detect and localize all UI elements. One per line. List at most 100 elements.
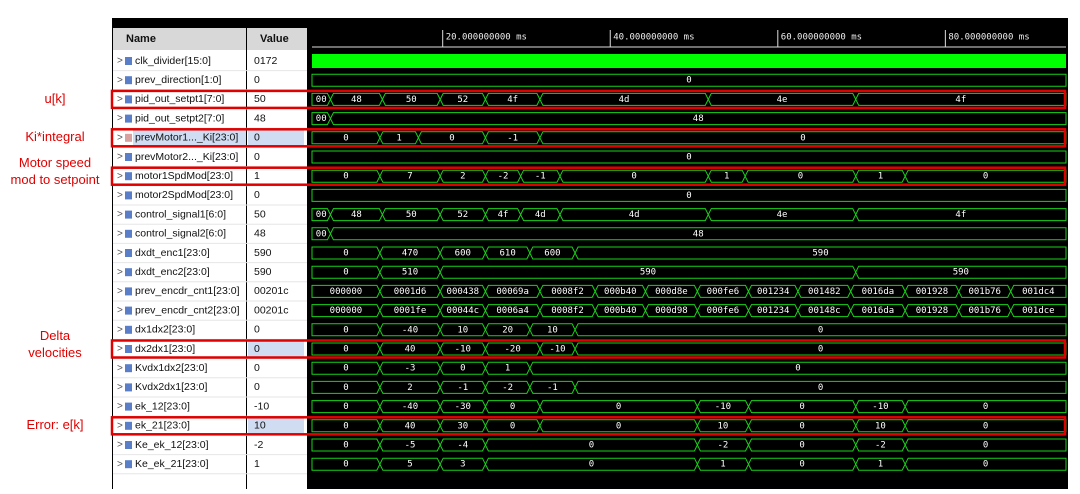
bus-icon: [125, 76, 132, 85]
bus-icon: [125, 172, 132, 181]
chevron: >: [117, 420, 123, 431]
segment-label: 00: [316, 210, 327, 220]
time-tick-label: 20.000000000 ms: [446, 33, 527, 43]
segment-label: 4e: [777, 210, 788, 220]
signal-name: prevMotor2..._Ki[23:0]: [135, 151, 238, 163]
segment-label: -2: [718, 441, 729, 451]
name-header: [113, 28, 246, 50]
segment-label: 0: [983, 460, 988, 470]
segment-label: 001234: [757, 287, 790, 297]
segment-label: 4f: [955, 95, 966, 105]
chevron: >: [117, 344, 123, 355]
chevron: >: [117, 56, 123, 67]
segment-label: 1: [724, 172, 729, 182]
bus-icon: [125, 287, 132, 296]
segment-label: 0: [799, 460, 804, 470]
signal-value: 10: [254, 420, 266, 432]
segment-label: 590: [640, 268, 656, 278]
annotation: mod to setpoint: [11, 172, 100, 187]
segment-label: 4d: [535, 210, 546, 220]
segment-label: 000fe6: [707, 287, 740, 297]
segment-label: 001b76: [968, 306, 1001, 316]
bus-segment: [329, 112, 1067, 126]
signal-value: -10: [254, 400, 269, 412]
segment-label: 50: [406, 95, 417, 105]
segment-label: 52: [457, 95, 468, 105]
segment-label: 2: [407, 383, 412, 393]
segment-label: 0: [343, 383, 348, 393]
signal-value: 50: [254, 208, 266, 220]
segment-label: 0: [983, 441, 988, 451]
bus-segment: [855, 208, 1067, 222]
chevron: >: [117, 440, 123, 451]
segment-label: 0: [510, 421, 515, 431]
segment-label: 0: [798, 172, 803, 182]
segment-label: 52: [457, 210, 468, 220]
bus-segment: [904, 438, 1067, 452]
chevron: >: [117, 305, 123, 316]
segment-label: 0: [799, 402, 804, 412]
annotation: Ki*integral: [25, 129, 84, 144]
chevron: >: [117, 152, 123, 163]
bus-segment: [574, 323, 1067, 337]
segment-label: 0: [800, 133, 805, 143]
segment-label: 0: [686, 76, 691, 86]
segment-label: -2: [502, 383, 513, 393]
signal-name: control_signal1[6:0]: [135, 208, 226, 220]
segment-label: 5: [407, 460, 412, 470]
signal-name: motor2SpdMod[23:0]: [135, 189, 233, 201]
segment-label: 000b40: [604, 306, 637, 316]
signal-value: 0: [254, 362, 260, 374]
segment-label: 000000: [330, 306, 363, 316]
segment-label: 001dce: [1022, 306, 1055, 316]
signal-value: 00201c: [254, 285, 288, 297]
bus-segment: [1010, 284, 1067, 298]
highlight-box: [110, 416, 1067, 436]
signal-value: 1: [254, 458, 260, 470]
segment-label: 4d: [629, 210, 640, 220]
segment-label: 001dc4: [1022, 287, 1055, 297]
bus-segment: [904, 457, 1067, 471]
segment-label: -1: [547, 383, 558, 393]
segment-label: 0: [818, 325, 823, 335]
segment-label: 00069a: [496, 287, 529, 297]
segment-label: 00: [316, 229, 327, 239]
signal-name: dx1dx2[23:0]: [135, 324, 195, 336]
signal-value: 0172: [254, 55, 278, 67]
bus-icon: [125, 153, 132, 161]
bus-icon: [125, 402, 132, 411]
segment-label: -10: [455, 345, 471, 355]
clock-wave: [312, 54, 1066, 68]
bus-icon: [125, 306, 132, 315]
selected-value: [248, 129, 304, 146]
chevron: >: [117, 75, 123, 86]
segment-label: 0: [343, 325, 348, 335]
bus-icon: [125, 345, 132, 353]
segment-label: 1: [878, 172, 883, 182]
bus-segment: [855, 265, 1067, 279]
signal-value: 590: [254, 266, 272, 278]
signal-name: pid_out_setpt2[7:0]: [135, 112, 224, 124]
segment-label: 0: [343, 249, 348, 259]
segment-label: 0: [343, 133, 348, 143]
segment-label: -4: [457, 441, 468, 451]
segment-label: 0001d6: [394, 287, 427, 297]
segment-label: 590: [812, 249, 828, 259]
bus-icon: [125, 229, 132, 238]
segment-label: -2: [875, 441, 886, 451]
segment-label: 2: [460, 172, 465, 182]
signal-value: 0: [254, 343, 260, 355]
signal-name: prev_direction[1:0]: [135, 74, 221, 86]
segment-label: 10: [547, 325, 558, 335]
segment-label: 0: [589, 441, 594, 451]
segment-label: 0: [686, 191, 691, 201]
segment-label: 0: [343, 268, 348, 278]
signal-name: prev_encdr_cnt2[23:0]: [135, 304, 240, 316]
selected-value: [248, 417, 304, 434]
segment-label: -10: [872, 402, 888, 412]
chevron: >: [117, 209, 123, 220]
segment-label: 0: [983, 402, 988, 412]
signal-value: 48: [254, 228, 266, 240]
